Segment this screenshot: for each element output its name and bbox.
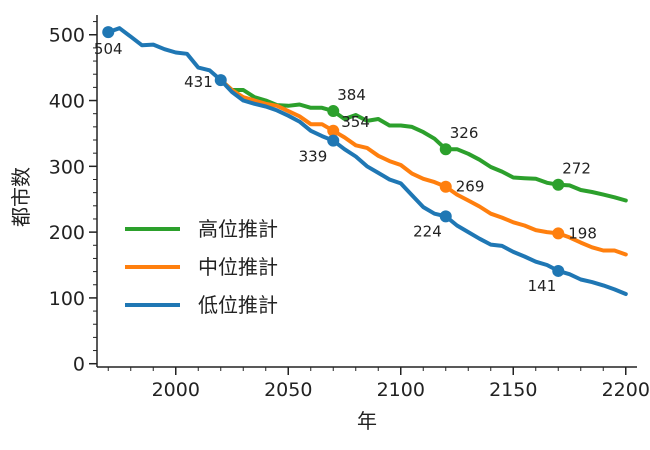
data-label: 198	[568, 224, 597, 242]
data-point	[552, 264, 565, 277]
data-point	[327, 134, 340, 147]
legend-label: 中位推計	[198, 255, 278, 279]
series-3: 504 431 339 224 141	[94, 26, 628, 296]
y-tick-label: 200	[49, 222, 85, 244]
data-label: 354	[341, 113, 370, 131]
y-axis-label: 都市数	[9, 167, 33, 227]
x-tick-label: 2100	[377, 379, 425, 401]
y-tick-label: 0	[73, 354, 85, 376]
series-1: 384 326 272	[218, 78, 628, 203]
data-label: 141	[528, 277, 557, 295]
series-layer: 384 326 272 354 269 198 504 431 339 224 141	[94, 26, 628, 296]
data-label: 224	[413, 222, 442, 240]
x-tick-label: 2150	[489, 379, 537, 401]
series-2: 354 269 198	[218, 78, 628, 257]
series-line	[106, 26, 628, 296]
axes: 0 100 200 300 400 500 2000 2050 2100 2150 2200	[49, 15, 650, 401]
data-point	[214, 74, 227, 87]
data-label: 326	[450, 124, 479, 142]
x-tick-label: 2000	[152, 379, 200, 401]
y-tick-label: 500	[49, 25, 85, 47]
x-tick-label: 2200	[602, 379, 650, 401]
x-axis-label: 年	[357, 409, 377, 433]
data-label: 339	[299, 148, 328, 166]
series-line	[218, 78, 628, 203]
data-label: 504	[94, 40, 123, 58]
data-point	[439, 180, 452, 193]
data-label: 431	[184, 73, 213, 91]
legend-label: 低位推計	[198, 293, 278, 317]
data-point	[327, 124, 340, 137]
data-label: 272	[562, 160, 591, 178]
data-point	[552, 227, 565, 240]
y-tick-label: 300	[49, 156, 85, 178]
y-tick-label: 400	[49, 91, 85, 113]
data-point	[439, 143, 452, 156]
data-label: 384	[337, 86, 366, 104]
legend-label: 高位推計	[198, 217, 278, 241]
data-point	[102, 26, 115, 39]
y-tick-label: 100	[49, 288, 85, 310]
x-tick-label: 2050	[264, 379, 312, 401]
data-point	[552, 178, 565, 191]
data-point	[327, 105, 340, 118]
data-label: 269	[456, 178, 485, 196]
data-point	[439, 210, 452, 223]
